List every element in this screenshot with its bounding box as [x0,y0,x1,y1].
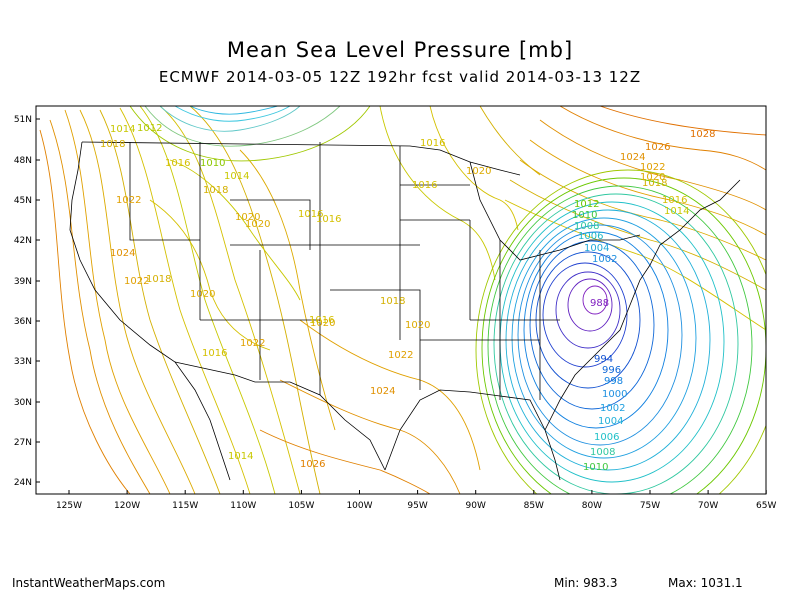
isobar-label: 1022 [240,338,265,349]
lat-label: 27N [14,438,32,448]
lat-label: 30N [14,398,32,408]
isobar-label: 1018 [100,139,125,150]
isobar-label: 1006 [594,432,619,443]
isobar-label: 1008 [574,221,599,232]
isobar-label: 1010 [572,210,597,221]
isobar-label: 1016 [412,180,437,191]
isobar-label: 1004 [598,416,623,427]
isobar-label: 1018 [380,296,405,307]
isobar-label: 1028 [690,129,715,140]
latitude-axis: 51N 48N 45N 42N 39N 36N 33N 30N 27N 24N [14,115,40,488]
isobar-label: 1020 [235,212,260,223]
lon-label: 110W [230,501,256,511]
isobar-label: 1010 [583,462,608,473]
isobar-label: 1014 [664,206,689,217]
isobar-label: 1014 [228,451,253,462]
isobar-label: 1020 [310,318,335,329]
lon-label: 90W [466,501,486,511]
isobar-label: 1024 [110,248,135,259]
lat-label: 39N [14,277,32,287]
lon-label: 75W [640,501,660,511]
map-frame [35,105,767,495]
lat-label: 42N [14,236,32,246]
map-title: Mean Sea Level Pressure [mb] [226,38,574,62]
lon-label: 70W [698,501,718,511]
lon-label: 85W [524,501,544,511]
isobar-label: 1020 [245,219,270,230]
isobar-label: 1016 [165,158,190,169]
isobar-label: 1026 [645,142,670,153]
isobar-label: 1014 [224,171,249,182]
isobar-label: 1008 [590,447,615,458]
isobar-label: 1020 [190,289,215,300]
map-subtitle: ECMWF 2014-03-05 12Z 192hr fcst valid 20… [158,68,642,86]
isobar-label: 998 [604,376,623,387]
lat-label: 48N [14,156,32,166]
isobar-label: 1016 [662,195,687,206]
isobar-label: 1000 [602,389,627,400]
isobar-label: 1018 [146,274,171,285]
isobar-label: 1016 [316,214,341,225]
isobar-label: 1012 [574,199,599,210]
isobar-label: 1016 [202,348,227,359]
isobar-label: 1016 [298,209,323,220]
site-credit: InstantWeatherMaps.com [12,576,166,590]
lon-label: 80W [582,501,602,511]
lon-label: 115W [172,501,198,511]
isobar-label: 1016 [309,315,334,326]
isobar-label: 1022 [388,350,413,361]
max-pressure: Max: 1031.1 [668,576,743,590]
state-borders [69,141,741,481]
isobar-label: 1002 [592,254,617,265]
isobar-label: 1014 [110,124,135,135]
isobar-label: 1022 [640,162,665,173]
isobar-label: 1020 [466,166,491,177]
isobar-label: 1012 [137,123,162,134]
lat-label: 33N [14,357,32,367]
isobar-label: 1004 [584,243,609,254]
lon-label: 65W [756,501,776,511]
isobar-label: 1020 [405,320,430,331]
lon-label: 100W [346,501,372,511]
lat-label: 24N [14,478,32,488]
lon-label: 120W [114,501,140,511]
longitude-axis: 125W 120W 115W 110W 105W 100W 95W 90W 85W 80W 75W 7… [56,490,776,511]
lon-label: 95W [407,501,427,511]
isobar-label: 1022 [124,276,149,287]
isobar-label: 1016 [420,138,445,149]
isobar-label: 1024 [370,386,395,397]
isobar-label: 1024 [620,152,645,163]
isobar-label: 1026 [300,459,325,470]
isobar-label: 1020 [640,172,665,183]
isobar-label: 1006 [578,231,603,242]
isobar-layer [39,106,766,494]
isobar-label: 1018 [642,178,667,189]
isobar-label: 996 [602,365,621,376]
lat-label: 36N [14,317,32,327]
isobar-label: 988 [590,298,609,309]
isobar-label: 1002 [600,403,625,414]
lat-label: 51N [14,115,32,125]
isobar-label: 1010 [200,158,225,169]
isobar-label: 1018 [203,185,228,196]
min-pressure: Min: 983.3 [554,576,618,590]
isobar-label: 1022 [116,195,141,206]
isobar-label: 994 [594,354,613,365]
lat-label: 45N [14,196,32,206]
lon-label: 105W [288,501,314,511]
lon-label: 125W [56,501,82,511]
